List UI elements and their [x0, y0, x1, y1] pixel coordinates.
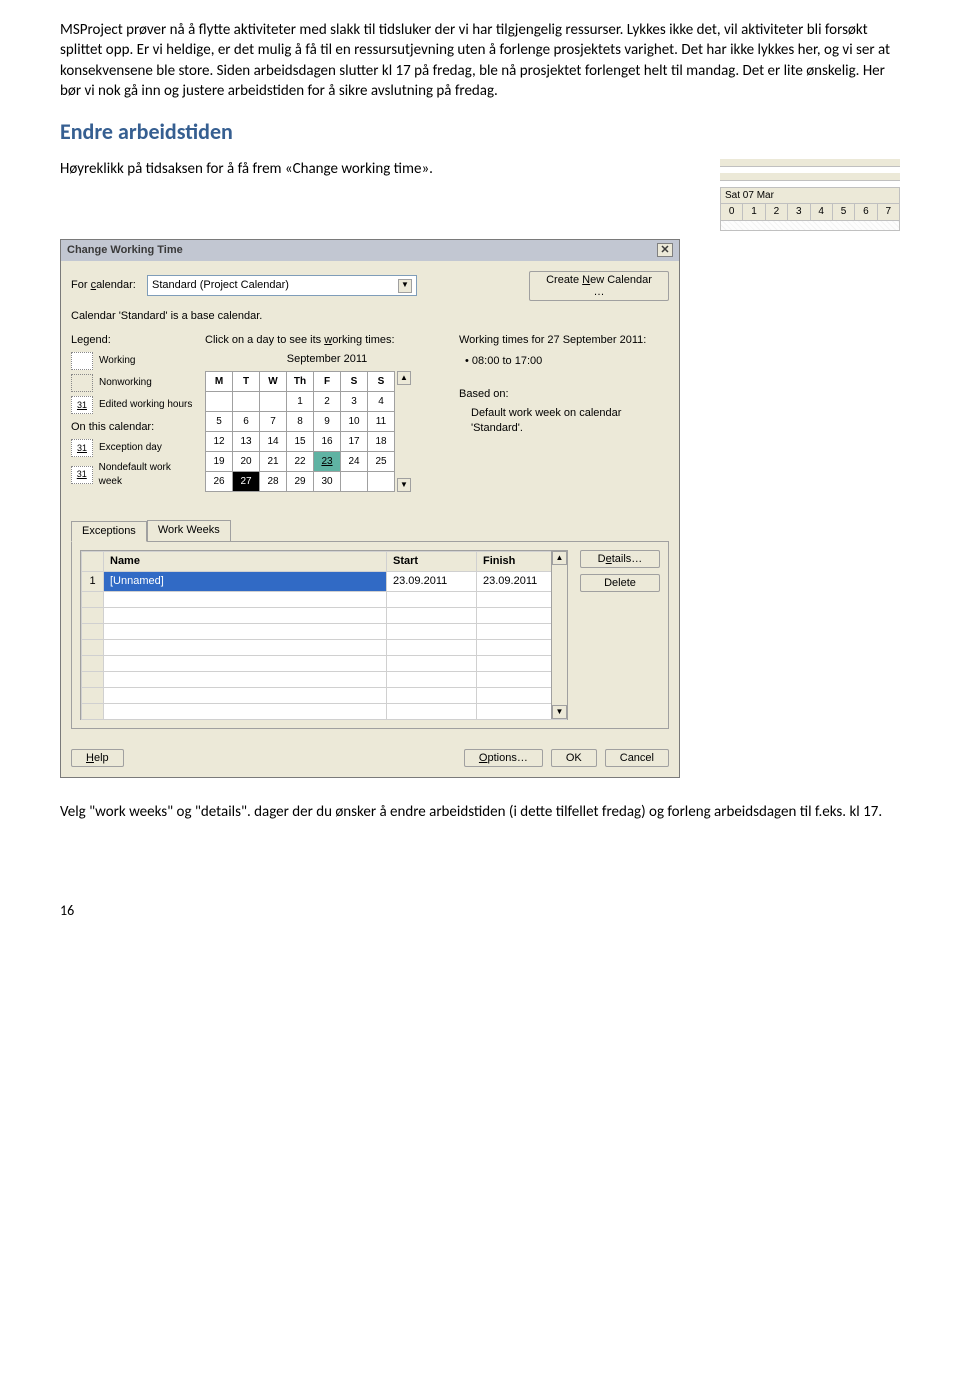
delete-button[interactable]: Delete — [580, 574, 660, 592]
working-times-label: Working times for 27 September 2011: — [459, 333, 669, 348]
options-button[interactable]: Options… — [464, 749, 543, 767]
legend-box — [71, 352, 93, 370]
scroll-up-icon[interactable]: ▲ — [552, 551, 567, 565]
close-icon[interactable]: ✕ — [657, 243, 673, 257]
legend-label: Legend: — [71, 333, 195, 348]
tabs: Exceptions Work Weeks — [71, 520, 669, 541]
legend-box: 31 — [71, 396, 93, 414]
gantt-date-label: Sat 07 Mar — [720, 187, 900, 204]
table-row[interactable] — [82, 591, 567, 607]
calendar-scroll-down[interactable]: ▼ — [397, 478, 411, 492]
footer-instruction: Velg "work weeks" og "details". dager de… — [60, 802, 900, 822]
legend-edited: 31 Edited working hours — [71, 396, 195, 414]
chevron-down-icon: ▼ — [398, 279, 412, 293]
base-calendar-text: Calendar 'Standard' is a base calendar. — [71, 309, 669, 324]
click-hint: Click on a day to see its working times: — [205, 333, 449, 348]
table-row[interactable]: 1 [Unnamed] 23.09.2011 23.09.2011 — [82, 571, 567, 591]
details-button[interactable]: Details… — [580, 550, 660, 568]
exceptions-table[interactable]: Name Start Finish 1 [Unnamed] 23.09.2011… — [81, 551, 567, 720]
calendar-dropdown[interactable]: Standard (Project Calendar) ▼ — [147, 275, 417, 296]
table-row[interactable] — [82, 687, 567, 703]
exceptions-panel: Name Start Finish 1 [Unnamed] 23.09.2011… — [71, 541, 669, 729]
legend-exception-day: 31 Exception day — [71, 439, 195, 457]
tab-work-weeks[interactable]: Work Weeks — [147, 520, 231, 541]
for-calendar-label: For calendar: — [71, 278, 141, 293]
legend-nonworking: Nonworking — [71, 374, 195, 392]
ok-button[interactable]: OK — [551, 749, 597, 767]
based-on-label: Based on: — [459, 387, 669, 402]
scroll-down-icon[interactable]: ▼ — [552, 705, 567, 719]
legend-box — [71, 374, 93, 392]
table-row[interactable] — [82, 703, 567, 719]
calendar-month: September 2011 — [205, 352, 449, 367]
help-button[interactable]: Help — [71, 749, 124, 767]
based-on-text: Default work week on calendar 'Standard'… — [471, 406, 669, 436]
scrollbar[interactable]: ▲ ▼ — [551, 551, 567, 719]
working-times-list: 08:00 to 17:00 — [465, 354, 669, 369]
calendar-scroll-up[interactable]: ▲ — [397, 371, 411, 385]
legend-working: Working — [71, 352, 195, 370]
legend-box: 31 — [71, 466, 93, 484]
create-new-calendar-button[interactable]: Create New Calendar … — [529, 271, 669, 301]
table-row[interactable] — [82, 623, 567, 639]
on-this-calendar-label: On this calendar: — [71, 420, 195, 435]
gantt-hour-scale: 0 1 2 3 4 5 6 7 — [720, 203, 900, 221]
intro-paragraph: MSProject prøver nå å flytte aktiviteter… — [60, 20, 900, 101]
dialog-titlebar: Change Working Time ✕ — [61, 240, 679, 261]
table-row[interactable] — [82, 639, 567, 655]
legend-nondefault-week: 31 Nondefault work week — [71, 461, 195, 488]
table-row[interactable] — [82, 607, 567, 623]
working-time-item: 08:00 to 17:00 — [465, 354, 669, 369]
legend-box: 31 — [71, 439, 93, 457]
table-row[interactable] — [82, 655, 567, 671]
dialog-title: Change Working Time — [67, 243, 183, 258]
table-row[interactable] — [82, 671, 567, 687]
page-number: 16 — [60, 902, 900, 921]
gantt-thumbnail: Sat 07 Mar 0 1 2 3 4 5 6 7 — [720, 159, 900, 231]
sub-instruction: Høyreklikk på tidsaksen for å få frem «C… — [60, 159, 704, 179]
change-working-time-dialog: Change Working Time ✕ For calendar: Stan… — [60, 239, 680, 778]
cancel-button[interactable]: Cancel — [605, 749, 669, 767]
calendar-grid[interactable]: MT WTh FS S 1234 567891011 1213141516171… — [205, 371, 395, 492]
tab-exceptions[interactable]: Exceptions — [71, 521, 147, 542]
section-heading: Endre arbeidstiden — [60, 117, 900, 147]
